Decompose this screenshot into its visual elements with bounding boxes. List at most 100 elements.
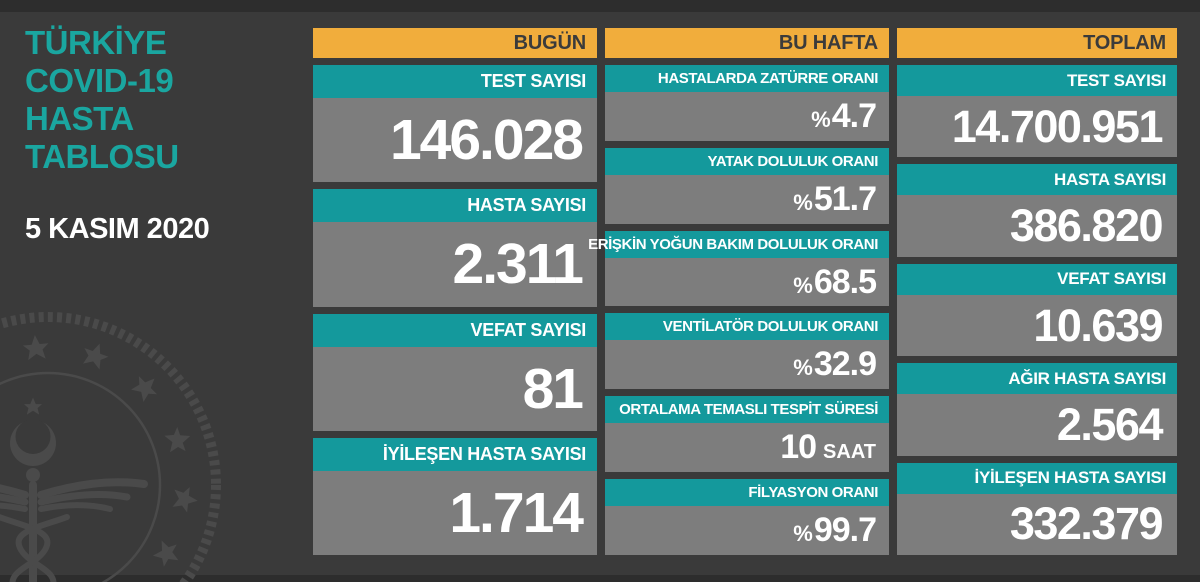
stat-value: 14.700.951 (951, 100, 1164, 153)
stat-card: ERİŞKİN YOĞUN BAKIM DOLULUK ORANI %68.5 (588, 230, 889, 307)
stat-number: 14.700.951 (951, 100, 1164, 152)
stat-number: 10.639 (1033, 299, 1163, 351)
stat-card: TEST SAYISI 14.700.951 (897, 65, 1177, 158)
health-ministry-emblem-icon (0, 312, 221, 582)
stat-number: 2.564 (1056, 398, 1164, 450)
stat-label: HASTA SAYISI (313, 189, 597, 223)
stat-label: ORTALAMA TEMASLI TESPİT SÜRESİ (605, 396, 889, 424)
stat-label: AĞIR HASTA SAYISI (897, 363, 1177, 395)
stat-label: TEST SAYISI (313, 65, 597, 98)
stat-card: HASTALARDA ZATÜRRE ORANI %4.7 (605, 65, 889, 141)
stat-value: 10.639 (1033, 299, 1163, 352)
stat-number: 386.820 (1009, 200, 1164, 252)
percent-prefix: % (811, 106, 831, 132)
stat-label: ERİŞKİN YOĞUN BAKIM DOLULUK ORANI (588, 230, 889, 258)
stat-card: ORTALAMA TEMASLI TESPİT SÜRESİ 10 SAAT (605, 396, 889, 473)
page-title: TÜRKİYE COVID-19 HASTA TABLOSU (25, 24, 179, 176)
stat-number: 146.028 (389, 108, 584, 173)
stat-value: 10 SAAT (780, 428, 876, 467)
stat-value-area: 10 SAAT (605, 423, 889, 473)
stat-value: %99.7 (793, 511, 877, 550)
stat-card: FİLYASYON ORANI %99.7 (605, 479, 889, 555)
stat-value-area: 10.639 (897, 294, 1177, 357)
stat-value-area: %99.7 (605, 506, 889, 555)
stat-number: 332.379 (1009, 498, 1164, 550)
stat-value: %51.7 (793, 179, 877, 219)
stat-number: 68.5 (813, 262, 877, 301)
stat-value-area: 386.820 (897, 195, 1177, 257)
page-title-line: TÜRKİYE (25, 24, 167, 61)
stat-value-area: 2.311 (313, 222, 597, 307)
stat-value: 146.028 (389, 107, 584, 173)
stat-number: 81 (522, 356, 584, 421)
stat-value: 81 (522, 356, 584, 422)
stat-value-area: %68.5 (605, 257, 889, 307)
stat-card: VENTİLATÖR DOLULUK ORANI %32.9 (605, 313, 889, 390)
stat-value-area: %32.9 (605, 340, 889, 390)
stat-card: AĞIR HASTA SAYISI 2.564 (897, 363, 1177, 456)
stat-card: VEFAT SAYISI 10.639 (897, 263, 1177, 357)
stat-label: İYİLEŞEN HASTA SAYISI (897, 462, 1177, 494)
stat-value-area: 1.714 (313, 470, 597, 555)
page-title-line: COVID-19 (25, 62, 174, 99)
stat-label: VENTİLATÖR DOLULUK ORANI (605, 313, 889, 341)
column-cards-bugun: TEST SAYISI 146.028 HASTA SAYISI 2.311 VEFAT… (313, 65, 597, 555)
stat-value-area: 81 (313, 346, 597, 431)
stat-value-area: 2.564 (897, 394, 1177, 456)
stat-value: 2.564 (1056, 398, 1164, 451)
stat-label: VEFAT SAYISI (313, 313, 597, 347)
stat-label: HASTA SAYISI (897, 164, 1177, 196)
stat-value: 1.714 (449, 480, 584, 546)
stat-value: %32.9 (793, 345, 877, 384)
percent-prefix: % (793, 355, 813, 381)
percent-prefix: % (793, 189, 813, 215)
stat-number: 32.9 (813, 345, 877, 384)
unit-suffix: SAAT (823, 441, 876, 464)
stats-columns: BUGÜN TEST SAYISI 146.028 HASTA SAYISI 2.311… (313, 28, 1177, 556)
top-edge-strip (0, 0, 1200, 12)
stat-card: YATAK DOLULUK ORANI %51.7 (605, 147, 889, 224)
stat-value: 332.379 (1009, 498, 1164, 550)
column-toplam: TOPLAM TEST SAYISI 14.700.951 HASTA SAYISI 3… (897, 28, 1177, 556)
stat-card: İYİLEŞEN HASTA SAYISI 332.379 (897, 462, 1177, 556)
report-date: 5 KASIM 2020 (25, 213, 210, 245)
stat-label: FİLYASYON ORANI (605, 479, 889, 507)
stat-value: 386.820 (1009, 200, 1164, 252)
stat-card: HASTA SAYISI 386.820 (897, 164, 1177, 257)
stat-value-area: %51.7 (605, 174, 889, 224)
stat-card: HASTA SAYISI 2.311 (313, 189, 597, 307)
stat-card: VEFAT SAYISI 81 (313, 313, 597, 431)
stat-number: 99.7 (813, 511, 877, 550)
stat-value-area: 14.700.951 (897, 96, 1177, 158)
column-bu-hafta: BU HAFTA HASTALARDA ZATÜRRE ORANI %4.7 YATA… (588, 28, 889, 555)
column-cards-toplam: TEST SAYISI 14.700.951 HASTA SAYISI 386.820… (897, 65, 1177, 556)
stat-number: 10 (780, 428, 817, 467)
stat-label: VEFAT SAYISI (897, 263, 1177, 295)
column-bugun: BUGÜN TEST SAYISI 146.028 HASTA SAYISI 2.311… (313, 28, 597, 555)
stat-label: YATAK DOLULUK ORANI (605, 147, 889, 175)
bottom-edge-strip (0, 575, 1200, 582)
page-title-line: TABLOSU (25, 138, 179, 175)
stat-value: 2.311 (452, 231, 584, 297)
stat-value-area: 332.379 (897, 493, 1177, 556)
stat-value: %4.7 (811, 96, 877, 136)
percent-prefix: % (793, 521, 813, 547)
column-cards-bu-hafta: HASTALARDA ZATÜRRE ORANI %4.7 YATAK DOLULU… (588, 65, 889, 555)
column-header-bugun: BUGÜN (313, 28, 597, 58)
percent-prefix: % (793, 272, 813, 298)
stat-label: İYİLEŞEN HASTA SAYISI (313, 437, 597, 471)
column-header-bu-hafta: BU HAFTA (605, 28, 889, 58)
stat-value-area: 146.028 (313, 98, 597, 183)
stat-number: 4.7 (831, 96, 877, 135)
stat-number: 51.7 (813, 179, 877, 218)
stat-value: %68.5 (793, 262, 877, 302)
stat-card: İYİLEŞEN HASTA SAYISI 1.714 (313, 437, 597, 555)
stat-value-area: %4.7 (605, 92, 889, 141)
stat-label: TEST SAYISI (897, 65, 1177, 96)
page-title-line: HASTA (25, 100, 134, 137)
column-header-toplam: TOPLAM (897, 28, 1177, 58)
stat-number: 1.714 (449, 480, 584, 545)
stat-label: HASTALARDA ZATÜRRE ORANI (605, 65, 889, 92)
stat-number: 2.311 (452, 232, 584, 297)
